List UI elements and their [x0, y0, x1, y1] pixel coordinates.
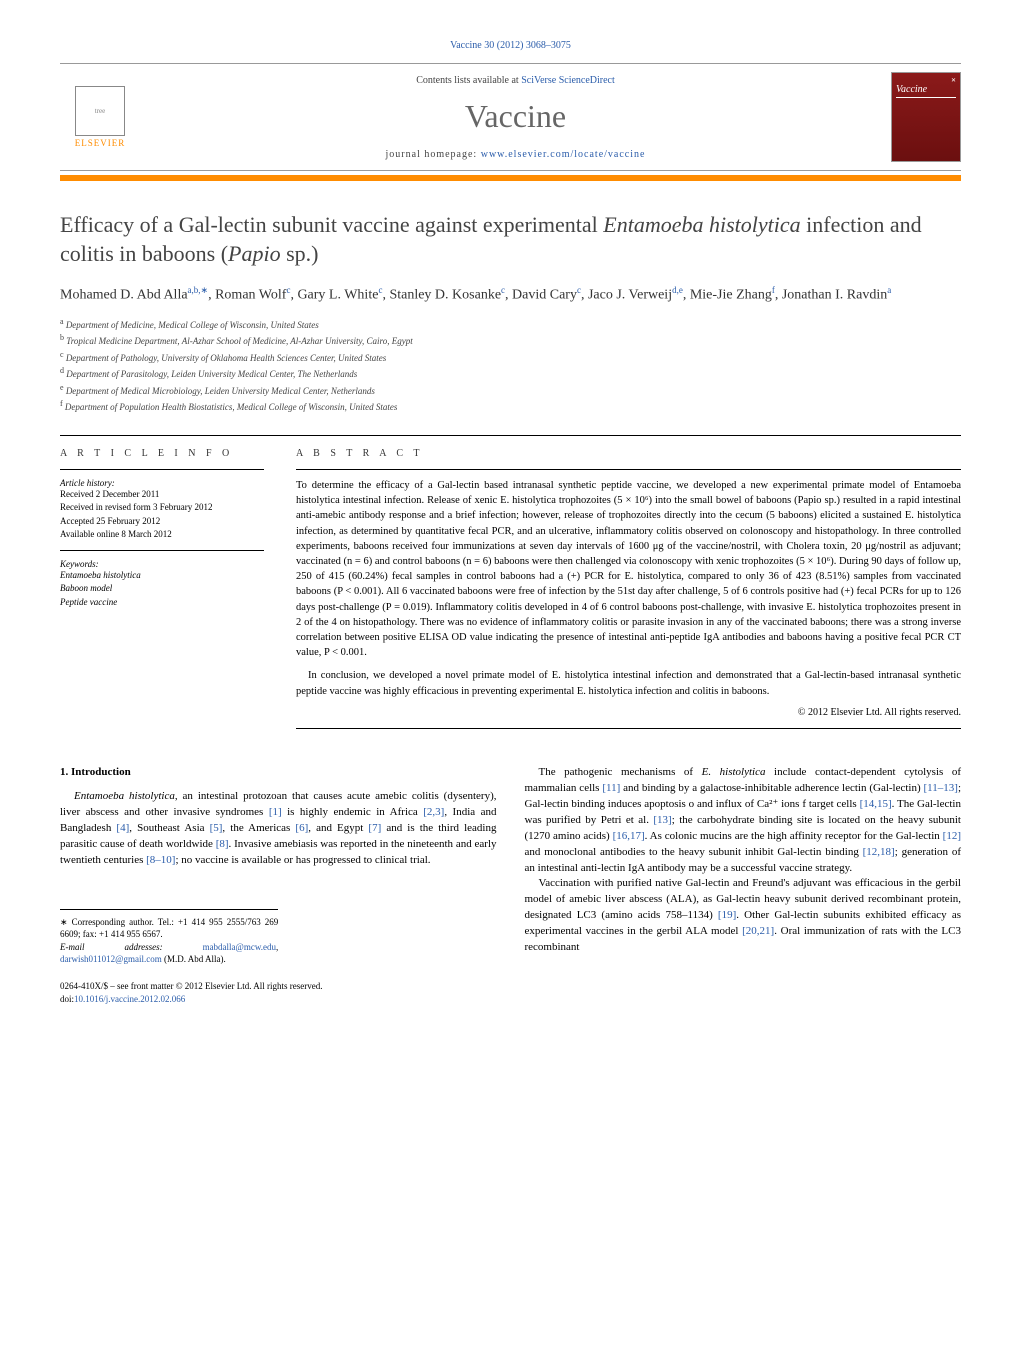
header-center: Contents lists available at SciVerse Sci…: [140, 75, 891, 160]
title-italic1: Entamoeba histolytica: [603, 212, 800, 237]
history-items: Received 2 December 2011 Received in rev…: [60, 488, 264, 542]
accent-bar: [60, 175, 961, 181]
keyword-3: Peptide vaccine: [60, 596, 264, 610]
bottom-meta: 0264-410X/$ – see front matter © 2012 El…: [60, 980, 497, 1005]
journal-reference: Vaccine 30 (2012) 3068–3075: [60, 40, 961, 51]
article-info-heading: a r t i c l e i n f o: [60, 448, 264, 459]
keyword-2: Baboon model: [60, 582, 264, 596]
affiliations: a Department of Medicine, Medical Colleg…: [60, 316, 961, 415]
author-5: , David Cary: [505, 288, 577, 303]
ref-link[interactable]: [1]: [269, 806, 282, 818]
homepage-line: journal homepage: www.elsevier.com/locat…: [140, 149, 891, 160]
corresponding-author: ∗ Corresponding author. Tel.: +1 414 955…: [60, 916, 278, 941]
abstract-p2: In conclusion, we developed a novel prim…: [296, 668, 961, 698]
issn-line: 0264-410X/$ – see front matter © 2012 El…: [60, 980, 497, 993]
contents-line: Contents lists available at SciVerse Sci…: [140, 75, 891, 86]
keyword-1: Entamoeba histolytica: [60, 569, 264, 583]
author-3: , Gary L. White: [290, 288, 378, 303]
affil-d: d Department of Parasitology, Leiden Uni…: [60, 365, 961, 382]
doi-link[interactable]: 10.1016/j.vaccine.2012.02.066: [74, 994, 185, 1004]
homepage-link[interactable]: www.elsevier.com/locate/vaccine: [481, 149, 646, 160]
ref-link[interactable]: [8]: [216, 838, 229, 850]
article-info-abstract-row: a r t i c l e i n f o Article history: R…: [60, 435, 961, 741]
ref-link[interactable]: [11–13]: [924, 782, 958, 794]
email-link-1[interactable]: mabdalla@mcw.edu: [203, 942, 276, 952]
journal-cover-thumbnail: ✕ Vaccine: [891, 72, 961, 162]
elsevier-tree-icon: tree: [75, 86, 125, 136]
abstract-panel: a b s t r a c t To determine the efficac…: [280, 436, 961, 741]
ref-link[interactable]: [12]: [943, 830, 961, 842]
online-date: Available online 8 March 2012: [60, 528, 264, 542]
cover-title: Vaccine: [896, 84, 956, 98]
keywords-items: Entamoeba histolytica Baboon model Pepti…: [60, 569, 264, 610]
body-columns: 1. Introduction Entamoeba histolytica, a…: [60, 765, 961, 1005]
right-column: The pathogenic mechanisms of E. histolyt…: [525, 765, 962, 1005]
ref-link[interactable]: [2,3]: [423, 806, 444, 818]
title-part1: Efficacy of a Gal-lectin subunit vaccine…: [60, 212, 603, 237]
ref-link[interactable]: [16,17]: [613, 830, 645, 842]
title-italic2: Papio: [228, 241, 281, 266]
author-6: , Jaco J. Verweij: [581, 288, 672, 303]
intro-p1: Entamoeba histolytica, an intestinal pro…: [60, 789, 497, 869]
author-4: , Stanley D. Kosanke: [382, 288, 501, 303]
affil-f: f Department of Population Health Biosta…: [60, 398, 961, 415]
ref-link[interactable]: [11]: [602, 782, 620, 794]
abstract-bottom-rule: [296, 728, 961, 729]
intro-p2: The pathogenic mechanisms of E. histolyt…: [525, 765, 962, 877]
affil-c: c Department of Pathology, University of…: [60, 349, 961, 366]
doi-line: doi:10.1016/j.vaccine.2012.02.066: [60, 993, 497, 1006]
ref-link[interactable]: [7]: [368, 822, 381, 834]
email-link-2[interactable]: darwish011012@gmail.com: [60, 954, 162, 964]
history-label: Article history:: [60, 478, 264, 488]
intro-p3: Vaccination with purified native Gal-lec…: [525, 876, 962, 956]
ref-link[interactable]: [12,18]: [863, 846, 895, 858]
received-date: Received 2 December 2011: [60, 488, 264, 502]
author-8: , Jonathan I. Ravdin: [775, 288, 887, 303]
ref-link[interactable]: [20,21]: [742, 925, 774, 937]
affil-e: e Department of Medical Microbiology, Le…: [60, 382, 961, 399]
revised-date: Received in revised form 3 February 2012: [60, 501, 264, 515]
ref-link[interactable]: [4]: [116, 822, 129, 834]
elsevier-label: ELSEVIER: [75, 138, 126, 148]
abstract-p1: To determine the efficacy of a Gal-lecti…: [296, 478, 961, 661]
intro-heading: 1. Introduction: [60, 765, 497, 781]
ref-link[interactable]: [5]: [210, 822, 223, 834]
author-7: , Mie-Jie Zhang: [683, 288, 772, 303]
journal-name: Vaccine: [140, 98, 891, 135]
affil-a: a Department of Medicine, Medical Colleg…: [60, 316, 961, 333]
ref-link[interactable]: [13]: [653, 814, 671, 826]
author-2: , Roman Wolf: [208, 288, 286, 303]
authors-list: Mohamed D. Abd Allaa,b,∗, Roman Wolfc, G…: [60, 284, 961, 306]
article-info-panel: a r t i c l e i n f o Article history: R…: [60, 436, 280, 741]
author-1: Mohamed D. Abd Alla: [60, 288, 188, 303]
ref-link[interactable]: [6]: [295, 822, 308, 834]
sciencedirect-link[interactable]: SciVerse ScienceDirect: [521, 75, 615, 86]
copyright-line: © 2012 Elsevier Ltd. All rights reserved…: [296, 707, 961, 718]
article-title: Efficacy of a Gal-lectin subunit vaccine…: [60, 211, 961, 268]
keywords-label: Keywords:: [60, 559, 264, 569]
affil-b: b Tropical Medicine Department, Al-Azhar…: [60, 332, 961, 349]
footnotes: ∗ Corresponding author. Tel.: +1 414 955…: [60, 909, 278, 966]
homepage-prefix: journal homepage:: [386, 149, 481, 160]
author-8-affil: a: [887, 285, 891, 295]
left-column: 1. Introduction Entamoeba histolytica, a…: [60, 765, 497, 1005]
title-part3: sp.): [281, 241, 319, 266]
accepted-date: Accepted 25 February 2012: [60, 515, 264, 529]
ref-link[interactable]: [8–10]: [146, 854, 175, 866]
abstract-heading: a b s t r a c t: [296, 448, 961, 459]
contents-prefix: Contents lists available at: [416, 75, 521, 86]
ref-link[interactable]: [19]: [718, 909, 736, 921]
abstract-text: To determine the efficacy of a Gal-lecti…: [296, 478, 961, 699]
elsevier-logo: tree ELSEVIER: [60, 77, 140, 157]
journal-header: tree ELSEVIER Contents lists available a…: [60, 63, 961, 171]
author-6-affil: d,e: [672, 285, 683, 295]
email-line: E-mail addresses: mabdalla@mcw.edu, darw…: [60, 941, 278, 966]
ref-link[interactable]: [14,15]: [860, 798, 892, 810]
author-1-affil: a,b,∗: [188, 285, 209, 295]
